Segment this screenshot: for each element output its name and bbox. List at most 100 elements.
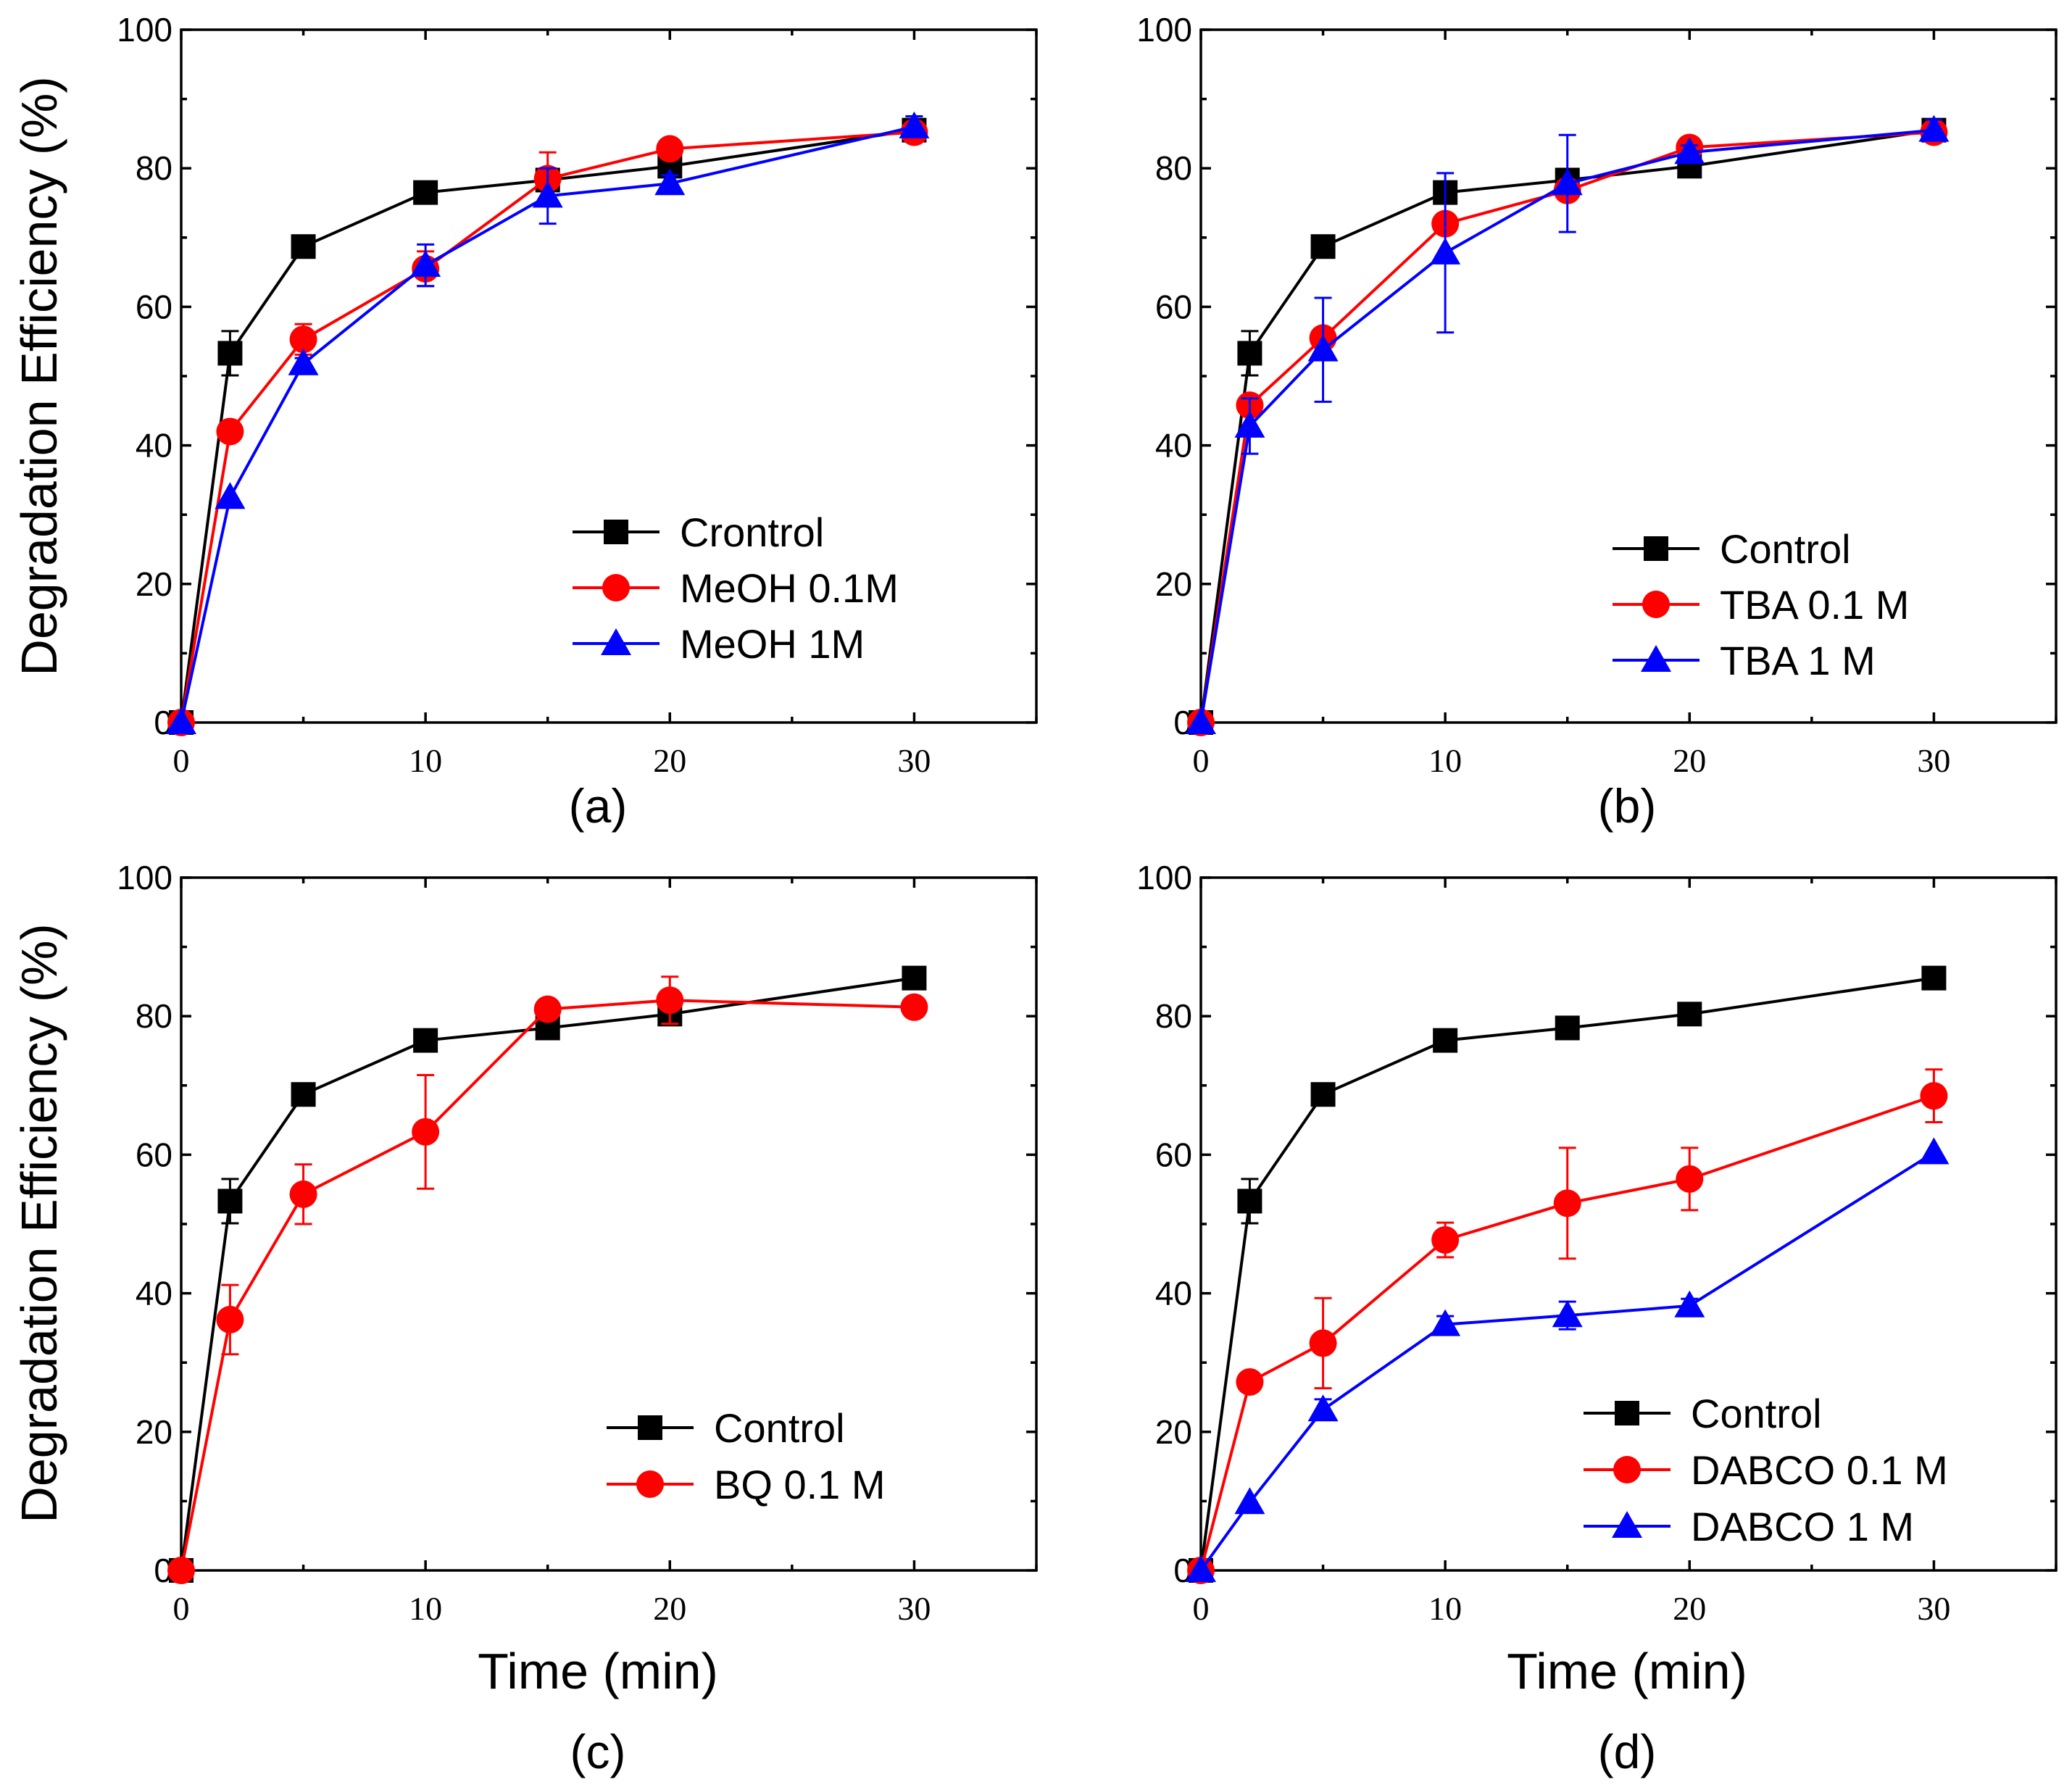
data-point-square: [1433, 1028, 1458, 1053]
legend-label: Control: [714, 1405, 845, 1451]
data-point-circle: [167, 1557, 195, 1584]
data-point-square: [1237, 341, 1262, 366]
data-point-square: [217, 341, 243, 366]
x-tick-label: 10: [1428, 1590, 1462, 1627]
x-tick-label: 20: [653, 1590, 686, 1627]
legend-marker-square: [604, 520, 628, 544]
data-point-square: [1555, 1015, 1580, 1041]
data-point-triangle: [1918, 1137, 1950, 1165]
y-axis-title-bottom: Degradation Efficiency (%): [11, 923, 67, 1523]
x-tick-label: 30: [897, 742, 931, 779]
panel-label-a: (a): [569, 779, 628, 833]
data-point-square: [1310, 1082, 1336, 1107]
legend-marker-circle: [1613, 1456, 1641, 1483]
data-point-circle: [1920, 1082, 1948, 1110]
data-point-triangle: [215, 482, 246, 509]
legend-label: Crontrol: [680, 509, 824, 555]
legend-label: Control: [1691, 1391, 1822, 1436]
legend-marker-circle: [636, 1470, 664, 1498]
legend-marker-square: [1644, 536, 1668, 561]
data-point-circle: [216, 1305, 244, 1333]
legend-label: MeOH 1M: [680, 621, 865, 667]
y-tick-label: 80: [136, 997, 172, 1035]
y-tick-label: 100: [117, 11, 172, 49]
data-point-triangle: [1234, 410, 1265, 438]
y-tick-label: 20: [1155, 565, 1192, 603]
x-tick-label: 20: [653, 742, 686, 779]
legend-marker-circle: [1642, 591, 1670, 618]
data-point-circle: [412, 1117, 440, 1146]
legend-label: TBA 1 M: [1720, 638, 1876, 683]
y-tick-label: 60: [136, 1136, 172, 1173]
data-point-triangle: [1430, 1309, 1461, 1336]
data-point-circle: [1553, 1189, 1581, 1217]
data-point-circle: [1676, 1165, 1704, 1193]
y-tick-label: 40: [1155, 427, 1192, 465]
data-point-triangle: [410, 250, 441, 278]
data-point-square: [413, 1028, 438, 1053]
data-point-circle: [1236, 1368, 1264, 1396]
data-point-circle: [216, 417, 244, 446]
y-tick-label: 40: [1155, 1275, 1192, 1312]
data-point-square: [291, 234, 316, 259]
legend-label: TBA 0.1 M: [1720, 582, 1909, 628]
legend-label: DABCO 1 M: [1691, 1504, 1914, 1549]
data-point-square: [413, 180, 438, 205]
x-tick-label: 0: [1193, 742, 1210, 779]
data-point-circle: [900, 993, 928, 1021]
legend-marker-square: [1615, 1401, 1639, 1425]
data-point-triangle: [1307, 1394, 1339, 1422]
data-point-triangle: [1186, 707, 1216, 734]
y-axis-title-top: Degradation Efficiency (%): [11, 76, 67, 675]
panel-label-d: (d): [1598, 1725, 1657, 1778]
data-point-square: [1677, 1002, 1702, 1027]
data-point-triangle: [1234, 1487, 1265, 1515]
x-tick-label: 0: [173, 1590, 190, 1627]
data-point-triangle: [166, 707, 196, 734]
x-axis-title-d: Time (min): [1507, 1643, 1747, 1699]
x-tick-label: 20: [1673, 742, 1706, 779]
data-point-triangle: [1674, 1290, 1705, 1317]
y-tick-label: 60: [1155, 288, 1192, 325]
y-tick-label: 20: [136, 1413, 172, 1451]
data-point-circle: [656, 135, 684, 163]
x-tick-label: 10: [409, 1590, 442, 1627]
legend-label: MeOH 0.1M: [680, 565, 899, 611]
data-point-triangle: [1307, 334, 1339, 362]
x-tick-label: 0: [173, 742, 190, 779]
y-tick-label: 80: [136, 149, 172, 187]
data-point-triangle: [1674, 137, 1705, 165]
x-axis-title-c: Time (min): [478, 1643, 718, 1699]
legend-marker-circle: [602, 574, 630, 601]
data-point-circle: [1431, 1225, 1460, 1254]
data-point-triangle: [899, 111, 930, 138]
y-tick-label: 60: [136, 288, 172, 325]
x-tick-label: 20: [1673, 1590, 1706, 1627]
data-point-square: [291, 1082, 316, 1107]
x-tick-label: 10: [409, 742, 442, 779]
data-point-triangle: [1552, 1300, 1583, 1328]
panel-label-c: (c): [570, 1725, 626, 1778]
data-point-triangle: [1186, 1555, 1216, 1582]
y-tick-label: 100: [1136, 11, 1192, 49]
data-point-triangle: [1430, 237, 1461, 265]
y-tick-label: 40: [136, 427, 172, 465]
legend-marker-square: [638, 1415, 662, 1440]
legend-label: BQ 0.1 M: [714, 1462, 886, 1507]
data-point-square: [1310, 234, 1336, 259]
data-point-circle: [656, 986, 684, 1015]
legend-marker-triangle: [1612, 1511, 1642, 1538]
y-tick-label: 100: [117, 859, 172, 896]
x-tick-label: 10: [1428, 742, 1462, 779]
panel-label-b: (b): [1598, 779, 1657, 833]
x-tick-label: 0: [1193, 1590, 1210, 1627]
data-point-triangle: [288, 348, 319, 375]
data-point-triangle: [1552, 168, 1583, 196]
data-point-square: [217, 1189, 243, 1214]
y-tick-label: 20: [136, 565, 172, 603]
